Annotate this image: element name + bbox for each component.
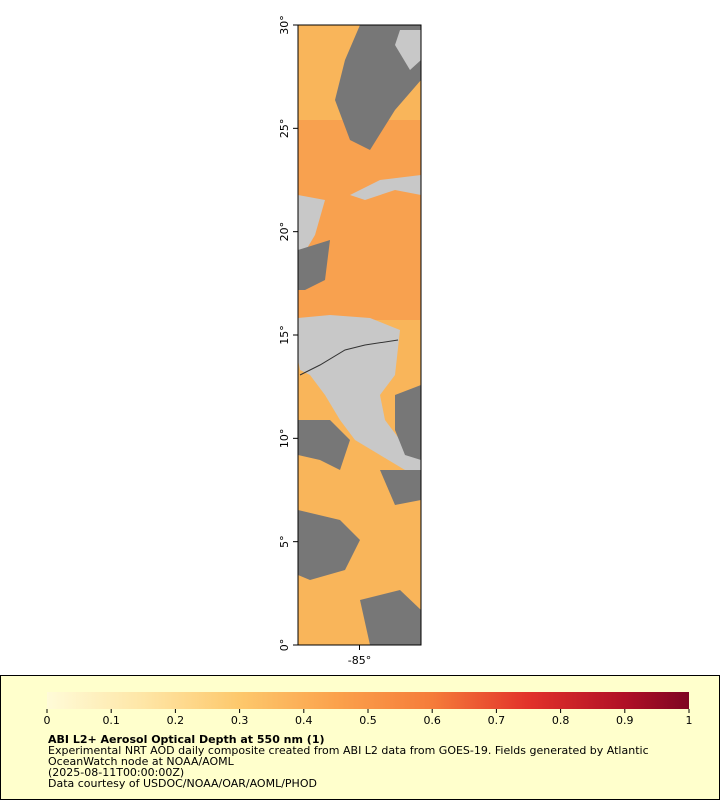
cloud [395,385,421,460]
y-tick-label: 0° [278,639,291,652]
colorbar-tick-label: 0.2 [167,714,185,727]
colorbar-tick-label: 0.6 [423,714,441,727]
y-tick-label: 20° [278,222,291,242]
colorbar-tick-label: 0.9 [616,714,634,727]
colorbar-tick-label: 0 [44,714,51,727]
axes: 0° 5° 10° 15° 20° 25° 30° -85° [278,15,371,667]
legend-line: Data courtesy of USDOC/NOAA/OAR/AOML/PHO… [48,777,317,790]
colorbar-tick-label: 0.4 [295,714,313,727]
land [350,175,421,200]
legend-title: ABI L2+ Aerosol Optical Depth at 550 nm … [48,733,325,746]
y-tick-label: 30° [278,15,291,35]
x-tick-label: -85° [348,654,371,667]
colorbar-tick-label: 0.1 [102,714,120,727]
cloud [380,470,421,505]
colorbar [47,692,689,709]
cloud [298,420,350,470]
map [298,25,421,645]
colorbar-tick-label: 0.7 [488,714,506,727]
y-tick-label: 25° [278,119,291,139]
y-tick-label: 15° [278,325,291,345]
legend-line: OceanWatch node at NOAA/AOML [48,755,235,768]
y-tick-label: 10° [278,429,291,449]
colorbar-tick-label: 0.5 [359,714,377,727]
cloud [360,590,421,645]
colorbar-tick-label: 0.3 [231,714,249,727]
y-tick-label: 5° [278,535,291,548]
colorbar-tick-label: 0.8 [552,714,570,727]
land [298,315,421,480]
land [298,195,325,260]
border [299,339,399,376]
colorbar-tick-label: 1 [686,714,693,727]
colorbar-ticks: 0 0.1 0.2 0.3 0.4 0.5 0.6 0.7 0.8 0.9 1 [44,709,693,727]
cloud [298,510,360,580]
land [395,30,421,70]
legend-line: Experimental NRT AOD daily composite cre… [48,744,649,757]
legend-line: (2025-08-11T00:00:00Z) [48,766,184,779]
cloud [335,25,421,150]
cloud [298,240,330,290]
